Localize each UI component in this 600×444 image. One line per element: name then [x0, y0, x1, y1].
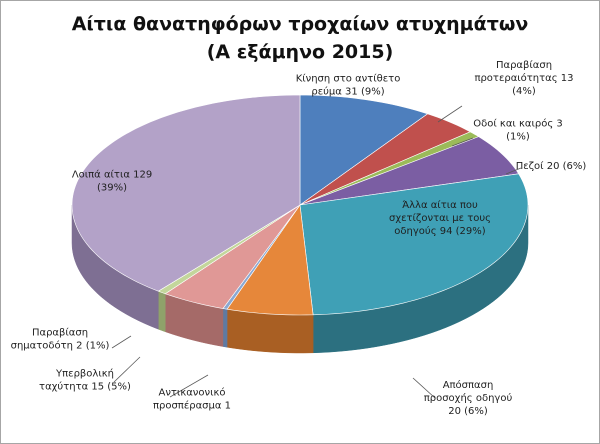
slice-5-leader-line: [412, 377, 436, 399]
chart-title: Αίτια θανατηφόρων τροχαίων ατυχημάτων (Α…: [0, 10, 600, 66]
slice-7-label-line: ταχύτητα 15 (5%): [39, 381, 131, 393]
pie-sides: [71, 204, 529, 354]
slice-5-label-line: προσοχής οδηγού: [424, 392, 513, 404]
slice-8-side: [158, 290, 166, 333]
slice-7-label-line: Υπερβολική: [55, 368, 114, 380]
slice-8-leader-line: [111, 335, 132, 349]
slice-5: [226, 204, 314, 316]
slice-5-label-line: Απόσπαση: [443, 379, 494, 391]
slice-6-label-line: προσπέρασμα 1: [153, 400, 231, 412]
slice-7-label: Υπερβολική ταχύτητα 15 (5%): [39, 368, 131, 393]
slice-7-leader-line: [113, 356, 141, 383]
slice-4-label-line: σχετίζονται με τους: [389, 212, 491, 224]
slice-2-label-line: (1%): [506, 132, 530, 143]
slice-9-label-line: (39%): [97, 183, 127, 194]
slice-2-label-line: Οδοί και καιρός 3: [473, 118, 562, 130]
slice-6-label-line: Αντικανονικό: [158, 387, 225, 399]
slice-6-side: [222, 308, 228, 348]
chart-title-line-2: (Α εξάμηνο 2015): [206, 41, 394, 63]
slice-0-label-line: Κίνηση στο αντίθετο: [296, 73, 401, 85]
slice-1-label-line: προτεραιότητας 13: [474, 72, 573, 84]
slice-8-label: Παραβίαση σηματοδότη 2 (1%): [11, 327, 110, 352]
slice-3-label-line: Πεζοί 20 (6%): [516, 160, 587, 172]
slice-7: [164, 204, 301, 309]
slice-3-leader-line: [505, 167, 522, 175]
slice-6-label: Αντικανονικό προσπέρασμα 1: [153, 387, 231, 412]
slice-1-label-line: Παραβίαση: [496, 59, 552, 71]
slice-8-label-line: Παραβίαση: [32, 327, 88, 339]
slice-9-label-line: Λοιπά αίτια 129: [72, 169, 152, 181]
slice-1: [299, 113, 471, 206]
slice-0-label-line: ρεύμα 31 (9%): [311, 86, 384, 98]
slice-0: [299, 94, 429, 206]
slice-3: [299, 136, 520, 206]
slice-9-label: Λοιπά αίτια 129 (39%): [72, 169, 152, 194]
slice-2-label: Οδοί και καιρός 3 (1%): [473, 118, 562, 143]
slice-6-leader-line: [169, 374, 209, 398]
slice-2-leader-line: [451, 137, 474, 147]
slice-5-side: [226, 308, 314, 354]
slice-4-label: Άλλα αίτια που σχετίζονται με τους οδηγούς…: [389, 199, 491, 237]
slice-5-label: Απόσπαση προσοχής οδηγού 20 (6%): [424, 379, 513, 417]
slice-5-label-line: 20 (6%): [448, 406, 488, 417]
slice-4-label-line: οδηγούς 94 (29%): [394, 225, 485, 237]
slice-4-label-line: Άλλα αίτια που: [402, 199, 478, 211]
slice-8-label-line: σηματοδότη 2 (1%): [11, 340, 110, 352]
pie-slices: [71, 94, 529, 316]
slice-4: [299, 173, 529, 316]
data-labels: Κίνηση στο αντίθετο ρεύμα 31 (9%) Παραβίασ…: [11, 59, 587, 417]
slice-0-label: Κίνηση στο αντίθετο ρεύμα 31 (9%): [296, 73, 401, 98]
slice-1-label: Παραβίαση προτεραιότητας 13 (4%): [474, 59, 573, 97]
slice-3-label: Πεζοί 20 (6%): [516, 160, 587, 172]
leader-lines: [111, 105, 522, 399]
slice-1-label-line: (4%): [512, 86, 536, 97]
slice-1-leader-line: [437, 105, 463, 123]
slice-9: [71, 94, 301, 292]
chart-title-line-1: Αίτια θανατηφόρων τροχαίων ατυχημάτων: [71, 13, 529, 35]
